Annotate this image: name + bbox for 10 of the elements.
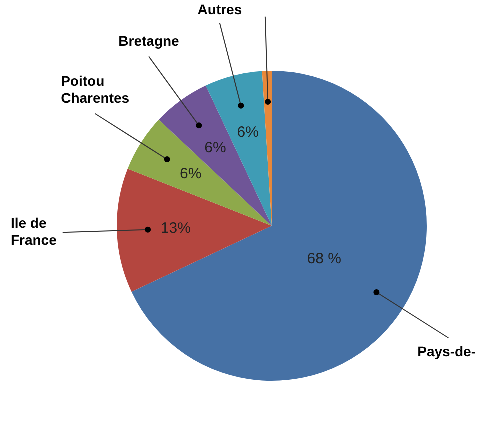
slice-label: Pays-de-	[418, 343, 476, 360]
slice-label: Ile de France	[10, 214, 58, 248]
data-label: 6%	[180, 166, 202, 183]
data-label: 68 %	[307, 250, 342, 268]
data-label: 13%	[160, 220, 191, 238]
slice-label: Poitou Charentes	[61, 73, 130, 106]
slice-label: Autres	[198, 1, 242, 18]
data-label: 6%	[237, 124, 259, 142]
data-label: 6%	[204, 139, 226, 156]
slice-label: Bretagne	[118, 33, 180, 50]
